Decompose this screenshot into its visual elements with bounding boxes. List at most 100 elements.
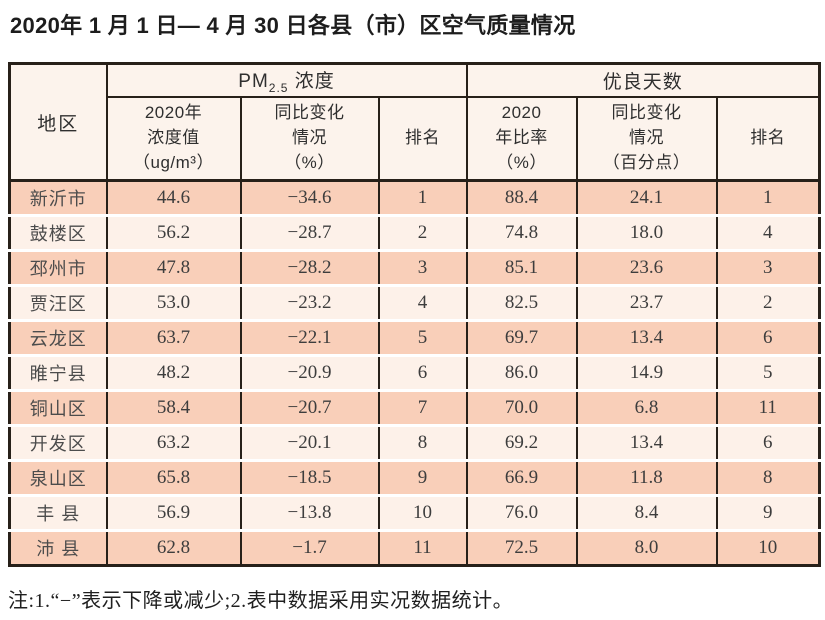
cell-good-ratio: 66.9 [465,459,578,496]
cell-region: 贾汪区 [8,284,108,321]
cell-good-rank: 6 [715,424,821,461]
cell-good-rank: 11 [715,389,821,426]
cell-good-ratio: 69.7 [465,319,578,356]
header-concentration: 2020年 浓度值 （ug/m³） [105,95,242,182]
table-row: 贾汪区 53.0 −23.2 4 82.5 23.7 2 [8,284,821,321]
cell-region: 沛 县 [8,529,108,566]
header-pm-rank: 排名 [377,95,468,182]
cell-pm-rank: 9 [377,459,468,496]
cell-good-ratio: 72.5 [465,529,578,566]
cell-region: 睢宁县 [8,354,108,391]
cell-region: 开发区 [8,424,108,461]
cell-good-rank: 9 [715,494,821,531]
cell-pm-change: −20.9 [239,354,380,391]
cell-good-change: 14.9 [575,354,718,391]
cell-pm-value: 56.9 [105,494,242,531]
cell-region: 邳州市 [8,249,108,286]
cell-pm-change: −20.7 [239,389,380,426]
cell-good-ratio: 88.4 [465,180,578,216]
cell-good-change: 23.7 [575,284,718,321]
cell-good-rank: 2 [715,284,821,321]
footnote: 注:1.“−”表示下降或减少;2.表中数据采用实况数据统计。 [8,590,514,612]
header-group-row: 地区 PM2.5 浓度 优良天数 [8,62,821,182]
cell-good-ratio: 69.2 [465,424,578,461]
cell-pm-rank: 2 [377,214,468,251]
table-body: 新沂市 44.6 −34.6 1 88.4 24.1 1 鼓楼区 56.2 −28.7 2 74.8 1… [8,180,821,566]
cell-pm-value: 65.8 [105,459,242,496]
table-row: 丰 县 56.9 −13.8 10 76.0 8.4 9 [8,494,821,531]
cell-good-ratio: 70.0 [465,389,578,426]
cell-region: 新沂市 [8,180,108,216]
cell-pm-value: 63.2 [105,424,242,461]
pm25-label-prefix: PM [238,70,269,92]
pm25-label-subscript: 2.5 [268,80,289,95]
header-pm25-group: PM2.5 浓度 [105,62,468,98]
cell-good-rank: 3 [715,249,821,286]
cell-good-ratio: 74.8 [465,214,578,251]
cell-region: 丰 县 [8,494,108,531]
table-row: 沛 县 62.8 −1.7 11 72.5 8.0 10 [8,529,821,566]
cell-good-ratio: 76.0 [465,494,578,531]
cell-region: 鼓楼区 [8,214,108,251]
header-region: 地区 [8,62,108,182]
cell-good-rank: 1 [715,180,821,216]
cell-good-change: 13.4 [575,424,718,461]
cell-pm-change: −1.7 [239,529,380,566]
cell-pm-value: 62.8 [105,529,242,566]
header-good-days-group: 优良天数 [465,62,821,98]
cell-pm-value: 44.6 [105,180,242,216]
cell-pm-rank: 5 [377,319,468,356]
cell-pm-change: −28.2 [239,249,380,286]
cell-pm-rank: 11 [377,529,468,566]
page-title: 2020年 1 月 1 日— 4 月 30 日各县（市）区空气质量情况 [10,13,576,38]
cell-good-change: 23.6 [575,249,718,286]
cell-pm-value: 47.8 [105,249,242,286]
cell-pm-value: 48.2 [105,354,242,391]
cell-pm-change: −22.1 [239,319,380,356]
cell-good-change: 18.0 [575,214,718,251]
table-row: 泉山区 65.8 −18.5 9 66.9 11.8 8 [8,459,821,496]
cell-good-rank: 4 [715,214,821,251]
cell-region: 铜山区 [8,389,108,426]
header-sub-row: 2020年 浓度值 （ug/m³） 同比变化 情况 （%） 排名 2020 年比… [10,95,821,182]
cell-pm-rank: 7 [377,389,468,426]
cell-pm-rank: 10 [377,494,468,531]
cell-good-change: 8.4 [575,494,718,531]
table-header: 地区 PM2.5 浓度 优良天数 2020年 浓度值 （ug/m³） 同比变化 … [8,62,821,182]
cell-pm-value: 63.7 [105,319,242,356]
cell-good-rank: 6 [715,319,821,356]
table-row: 邳州市 47.8 −28.2 3 85.1 23.6 3 [8,249,821,286]
table-row: 新沂市 44.6 −34.6 1 88.4 24.1 1 [8,180,821,216]
header-good-change: 同比变化 情况 （百分点） [575,95,718,182]
table-row: 开发区 63.2 −20.1 8 69.2 13.4 6 [8,424,821,461]
cell-region: 云龙区 [8,319,108,356]
cell-pm-change: −18.5 [239,459,380,496]
cell-pm-change: −13.8 [239,494,380,531]
pm25-label-suffix: 浓度 [288,70,335,92]
cell-pm-rank: 6 [377,354,468,391]
air-quality-table: 地区 PM2.5 浓度 优良天数 2020年 浓度值 （ug/m³） 同比变化 … [8,62,822,567]
cell-good-change: 24.1 [575,180,718,216]
cell-region: 泉山区 [8,459,108,496]
cell-pm-rank: 1 [377,180,468,216]
cell-good-change: 13.4 [575,319,718,356]
cell-pm-rank: 8 [377,424,468,461]
cell-pm-rank: 4 [377,284,468,321]
cell-good-ratio: 86.0 [465,354,578,391]
cell-good-change: 11.8 [575,459,718,496]
table-row: 铜山区 58.4 −20.7 7 70.0 6.8 11 [8,389,821,426]
cell-good-change: 8.0 [575,529,718,566]
header-good-rank: 排名 [715,95,821,182]
table-row: 鼓楼区 56.2 −28.7 2 74.8 18.0 4 [8,214,821,251]
table-row: 云龙区 63.7 −22.1 5 69.7 13.4 6 [8,319,821,356]
cell-good-ratio: 85.1 [465,249,578,286]
cell-pm-change: −20.1 [239,424,380,461]
table-row: 睢宁县 48.2 −20.9 6 86.0 14.9 5 [8,354,821,391]
cell-pm-rank: 3 [377,249,468,286]
cell-good-rank: 5 [715,354,821,391]
header-pm-change: 同比变化 情况 （%） [239,95,380,182]
cell-pm-value: 58.4 [105,389,242,426]
header-good-ratio: 2020 年比率 （%） [465,95,578,182]
cell-pm-change: −28.7 [239,214,380,251]
cell-good-rank: 8 [715,459,821,496]
